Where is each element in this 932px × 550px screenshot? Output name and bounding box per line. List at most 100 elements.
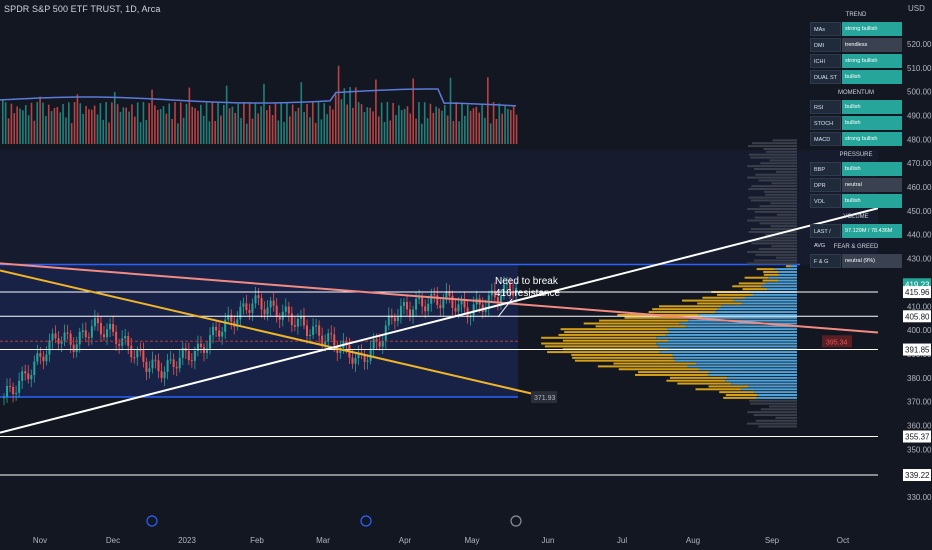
candle-body [512,291,515,296]
candle-body [124,336,127,339]
volume-bar [501,113,503,144]
volume-bar [478,112,481,144]
vp-bar-sell [697,302,743,305]
label-371: 371.93 [534,395,556,402]
vp-bar-out [771,245,797,248]
volume-bar [492,102,495,144]
x-tick-label: 2023 [178,536,196,545]
volume-bar [283,121,285,144]
price-label: 355.37 [905,433,930,442]
vp-bar-out [754,216,797,219]
volume-bar [197,110,199,144]
vp-bar-out [754,210,797,213]
volume-bar [489,123,492,144]
candle-body [93,318,96,327]
vp-bar-out [776,213,797,216]
candle-body [212,326,215,336]
candle-body [315,325,318,327]
volume-bar [234,112,237,144]
vp-bar-out [751,242,797,245]
candle-body [3,396,5,398]
vp-bar-out [766,150,797,153]
vp-bar-out [747,208,797,211]
vp-bar-buy [687,365,797,368]
vp-bar-out [747,250,797,253]
candle-body [87,337,90,339]
volume-bar [222,104,225,144]
vp-bar-out [772,139,797,142]
vp-bar-buy [698,313,797,316]
split-icon [510,515,522,527]
vp-bar-buy [757,394,797,397]
volume-bar [389,120,392,144]
vp-bar-sell [571,353,673,356]
vp-bar-out [758,179,797,182]
y-tick-label: 330.00 [907,493,932,502]
volume-bar [343,88,346,144]
volume-bar [7,118,10,144]
vp-bar-out [763,147,797,150]
vp-bar-buy [673,356,797,359]
candle-body [63,332,66,341]
candle-body [139,350,142,352]
vp-bar-out [771,182,797,185]
volume-bar [39,96,41,144]
volume-bar [392,102,394,144]
vp-bar-sell [599,319,689,322]
candle-body [242,303,245,307]
volume-bar [403,108,406,144]
candle-body [178,357,181,369]
volume-bar [446,115,449,144]
candle-body [36,353,39,362]
price-label-bg [903,430,931,443]
panel-section-title: FEAR & GREED [833,244,879,250]
candle-body [106,329,109,338]
vp-bar-sell [613,362,697,365]
vp-bar-buy [774,268,797,271]
candle-body [206,348,209,353]
candle-body [393,317,396,322]
volume-bar [337,65,340,144]
vp-bar-buy [721,305,797,308]
candle-body [327,333,330,342]
volume-bar [303,112,305,144]
volume-bar [99,103,102,144]
volume-bar [355,87,357,144]
vp-bar-out [755,419,797,422]
candle-body [339,347,342,353]
y-tick-label: 480.00 [907,135,932,144]
vp-bar-buy [742,302,797,305]
candle-body [18,380,21,393]
price-label: 339.22 [905,471,930,480]
y-tick-label: 360.00 [907,421,932,430]
volume-bar [151,89,153,144]
volume-bar [162,106,165,144]
vp-bar-out [748,239,797,242]
volume-bar [191,106,194,144]
vp-bar-buy [753,293,797,296]
candle-body [115,331,118,344]
panel-row-label: DUAL ST [810,70,841,84]
panel-row-value: bullish [842,194,902,208]
candle-body [281,311,284,320]
volume-bar [251,118,254,144]
candle-body [412,309,415,316]
volume-bar [200,104,202,144]
candle-body [424,306,427,312]
panel-section-title: TREND [845,12,867,18]
volume-bar [248,102,251,144]
volume-bar [36,102,39,144]
vp-bar-out [747,422,797,425]
panel-row-value: strong bullish [842,22,902,36]
vp-bar-buy [744,296,797,299]
volume-bar [205,102,208,144]
volume-bar [105,102,107,144]
upper-zone [0,150,880,265]
candle-body [505,282,508,285]
candle-body [330,333,333,335]
panel-row-label: LAST / AVG [810,224,841,249]
candle-body [312,326,315,335]
volume-bar [182,117,185,144]
